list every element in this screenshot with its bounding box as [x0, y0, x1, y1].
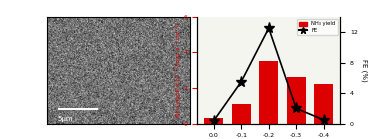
- Bar: [287, 77, 306, 124]
- Bar: [204, 118, 223, 124]
- Bar: [314, 85, 333, 124]
- Y-axis label: FE (%): FE (%): [361, 59, 367, 82]
- Text: 5μm: 5μm: [57, 116, 73, 122]
- Legend: NH₃ yield, FE: NH₃ yield, FE: [297, 19, 338, 35]
- Bar: [259, 61, 278, 124]
- Y-axis label: NH₃ yield*×10⁻¹¹ (mol s⁻¹ cm⁻²): NH₃ yield*×10⁻¹¹ (mol s⁻¹ cm⁻²): [175, 23, 181, 117]
- Bar: [232, 104, 251, 124]
